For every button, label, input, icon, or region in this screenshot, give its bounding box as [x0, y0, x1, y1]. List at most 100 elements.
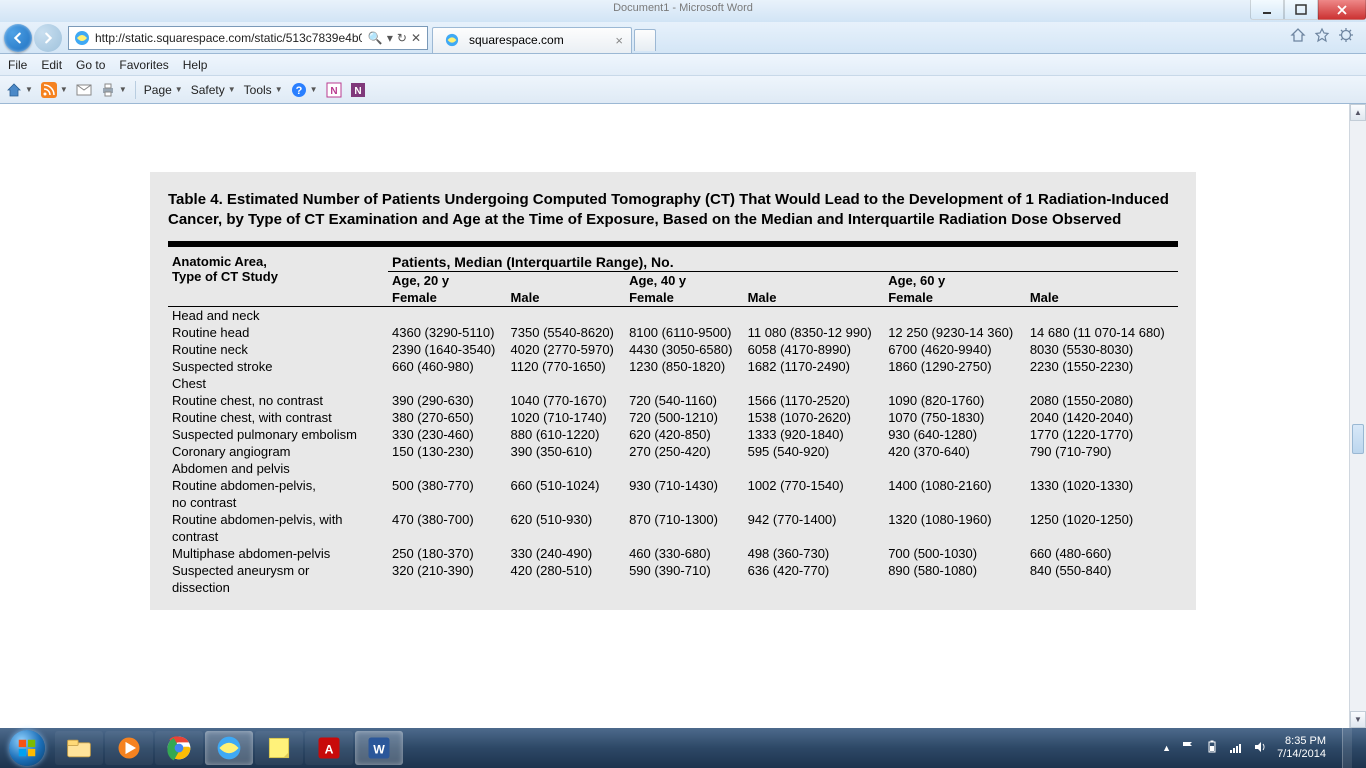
menu-edit[interactable]: Edit	[41, 58, 62, 72]
row-label: Multiphase abdomen-pelvis	[168, 545, 388, 562]
data-cell: 1333 (920-1840)	[744, 426, 885, 443]
onenote-linked-button[interactable]: N	[326, 82, 342, 98]
tools-dropdown[interactable]: Tools▼	[244, 83, 283, 97]
sex-header: Male	[1026, 289, 1178, 307]
taskbar-explorer[interactable]	[55, 731, 103, 765]
data-cell: 2040 (1420-2040)	[1026, 409, 1178, 426]
back-button[interactable]	[4, 24, 32, 52]
address-bar: 🔍 ▾ ↻ ✕	[68, 26, 428, 50]
app-window: Document1 - Microsoft Word 🔍 ▾ ↻ ✕ squar…	[0, 0, 1366, 768]
taskbar-ie[interactable]	[205, 731, 253, 765]
taskbar-word[interactable]: W	[355, 731, 403, 765]
start-button[interactable]	[0, 728, 54, 768]
data-cell: 1770 (1220-1770)	[1026, 426, 1178, 443]
data-cell: 390 (290-630)	[388, 392, 507, 409]
rss-icon	[41, 82, 57, 98]
table-rule	[168, 241, 1178, 247]
tab-close-icon[interactable]: ×	[615, 33, 623, 48]
tray-flag-icon[interactable]	[1181, 740, 1195, 757]
sex-header: Male	[744, 289, 885, 307]
show-desktop-button[interactable]	[1342, 728, 1352, 768]
row-label: Routine abdomen-pelvis,	[168, 477, 388, 494]
data-cell: 270 (250-420)	[625, 443, 744, 460]
dropdown-icon[interactable]: ▾	[387, 31, 393, 45]
url-input[interactable]	[95, 27, 362, 49]
feeds-button[interactable]: ▼	[41, 82, 68, 98]
data-cell: 11 080 (8350-12 990)	[744, 324, 885, 341]
data-cell: 660 (510-1024)	[507, 477, 626, 494]
taskbar-adobe-reader[interactable]: A	[305, 731, 353, 765]
menu-file[interactable]: File	[8, 58, 27, 72]
svg-text:?: ?	[295, 85, 302, 97]
new-tab-button[interactable]	[634, 29, 656, 51]
mail-button[interactable]	[76, 82, 92, 98]
tray-clock[interactable]: 8:35 PM 7/14/2014	[1277, 735, 1326, 760]
vertical-scrollbar[interactable]: ▲ ▼	[1349, 104, 1366, 728]
row-label: Routine neck	[168, 341, 388, 358]
tab-favicon-icon	[445, 33, 459, 47]
svg-text:W: W	[373, 742, 385, 756]
maximize-button[interactable]	[1284, 0, 1318, 20]
tools-icon[interactable]	[1338, 27, 1354, 48]
menu-goto[interactable]: Go to	[76, 58, 105, 72]
toolbar-separator	[135, 81, 136, 99]
taskbar-media-player[interactable]	[105, 731, 153, 765]
home-dropdown[interactable]: ▼	[6, 82, 33, 98]
tray-volume-icon[interactable]	[1253, 740, 1267, 757]
data-cell: 6700 (4620-9940)	[884, 341, 1026, 358]
print-dropdown[interactable]: ▼	[100, 82, 127, 98]
minimize-button[interactable]	[1250, 0, 1284, 20]
tray-network-icon[interactable]	[1229, 740, 1243, 757]
data-cell: 590 (390-710)	[625, 562, 744, 579]
search-icon[interactable]: 🔍	[368, 31, 383, 45]
help-button[interactable]: ?▼	[291, 82, 318, 98]
window-controls	[1250, 0, 1366, 20]
browser-tab[interactable]: squarespace.com ×	[432, 27, 632, 53]
data-cell: 2230 (1550-2230)	[1026, 358, 1178, 375]
stop-icon[interactable]: ✕	[411, 31, 421, 45]
scroll-up-button[interactable]: ▲	[1350, 104, 1366, 121]
row-label-cont: dissection	[168, 579, 1178, 596]
safety-dropdown[interactable]: Safety▼	[191, 83, 236, 97]
favorites-icon[interactable]	[1314, 27, 1330, 48]
address-bar-controls: 🔍 ▾ ↻ ✕	[362, 31, 427, 45]
scroll-thumb[interactable]	[1352, 424, 1364, 454]
sex-header: Female	[625, 289, 744, 307]
data-cell: 250 (180-370)	[388, 545, 507, 562]
page-dropdown[interactable]: Page▼	[144, 83, 183, 97]
taskbar-sticky-notes[interactable]	[255, 731, 303, 765]
menu-help[interactable]: Help	[183, 58, 208, 72]
command-bar: ▼ ▼ ▼ Page▼ Safety▼ Tools▼ ?▼ N N	[0, 76, 1366, 104]
mail-icon	[76, 82, 92, 98]
data-cell: 420 (280-510)	[507, 562, 626, 579]
section-header: Head and neck	[168, 306, 1178, 324]
taskbar-chrome[interactable]	[155, 731, 203, 765]
data-cell: 1250 (1020-1250)	[1026, 511, 1178, 528]
data-cell: 930 (710-1430)	[625, 477, 744, 494]
data-cell: 500 (380-770)	[388, 477, 507, 494]
data-cell: 790 (710-790)	[1026, 443, 1178, 460]
onenote-button[interactable]: N	[350, 82, 366, 98]
menu-favorites[interactable]: Favorites	[119, 58, 168, 72]
data-cell: 1002 (770-1540)	[744, 477, 885, 494]
age-header-20: Age, 20 y	[388, 271, 625, 289]
scroll-down-button[interactable]: ▼	[1350, 711, 1366, 728]
refresh-icon[interactable]: ↻	[397, 31, 407, 45]
data-cell: 4430 (3050-6580)	[625, 341, 744, 358]
data-cell: 470 (380-700)	[388, 511, 507, 528]
data-cell: 1320 (1080-1960)	[884, 511, 1026, 528]
row-label: Coronary angiogram	[168, 443, 388, 460]
data-cell: 460 (330-680)	[625, 545, 744, 562]
row-label-cont: no contrast	[168, 494, 1178, 511]
data-cell: 636 (420-770)	[744, 562, 885, 579]
data-cell: 420 (370-640)	[884, 443, 1026, 460]
tray-overflow-icon[interactable]: ▲	[1162, 743, 1171, 753]
forward-button[interactable]	[34, 24, 62, 52]
left-header-line2: Type of CT Study	[172, 269, 384, 284]
row-label: Routine head	[168, 324, 388, 341]
home-icon[interactable]	[1290, 27, 1306, 48]
data-cell: 595 (540-920)	[744, 443, 885, 460]
close-button[interactable]	[1318, 0, 1366, 20]
tray-battery-icon[interactable]	[1205, 740, 1219, 757]
data-cell: 720 (540-1160)	[625, 392, 744, 409]
